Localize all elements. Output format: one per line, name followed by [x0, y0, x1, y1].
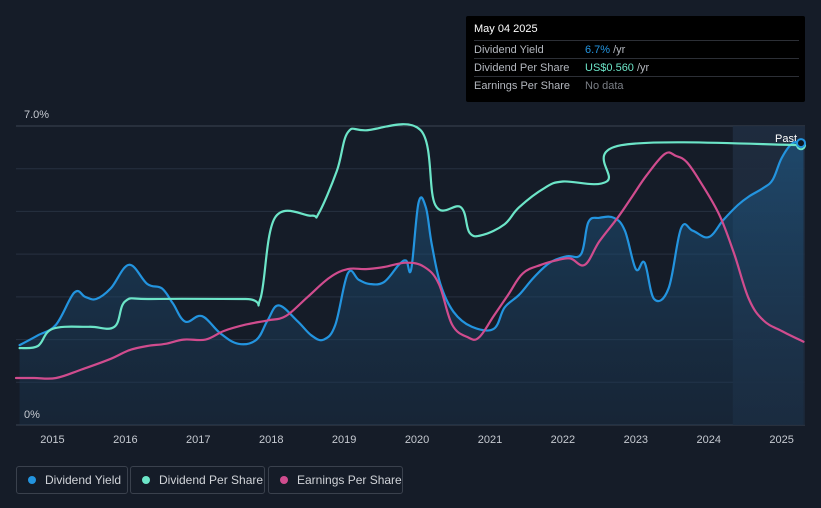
tooltip-value: US$0.560/yr [585, 62, 649, 74]
legend-dot-icon [280, 476, 288, 484]
x-tick-label: 2015 [40, 434, 64, 446]
tooltip-unit: /yr [636, 62, 650, 74]
legend-label: Dividend Yield [45, 473, 122, 487]
tooltip-value: No data [585, 80, 627, 92]
tooltip-unit: /yr [613, 44, 626, 56]
x-tick-label: 2024 [697, 434, 721, 446]
x-tick-label: 2017 [186, 434, 210, 446]
legend-earnings-per-share[interactable]: Earnings Per Share [268, 466, 403, 494]
end-markers [796, 138, 806, 151]
tooltip-value: 6.7%/yr [585, 44, 625, 56]
x-tick-label: 2025 [769, 434, 793, 446]
tooltip-panel: May 04 2025 Dividend Yield 6.7%/yr Divid… [466, 16, 805, 102]
end-marker-yield [796, 138, 806, 149]
past-label: Past [775, 133, 797, 145]
series-line-yield [18, 140, 805, 347]
axis-ticks: 2015 2016 2017 2018 2019 2020 2021 2022 2023 2024… [24, 109, 794, 446]
legend-dot-icon [142, 476, 150, 484]
y-tick-label: 7.0% [24, 109, 49, 121]
tooltip-number: 6.7% [585, 44, 611, 56]
legend-dividend-per-share[interactable]: Dividend Per Share [130, 466, 265, 494]
x-tick-label: 2022 [551, 434, 575, 446]
legend-dividend-yield[interactable]: Dividend Yield [16, 466, 128, 494]
tooltip-number: No data [585, 80, 624, 92]
tooltip-number: US$0.560 [585, 62, 634, 74]
series-lines [14, 123, 807, 380]
x-tick-label: 2016 [113, 434, 137, 446]
tooltip-row-dividend-yield: Dividend Yield 6.7%/yr [474, 40, 799, 58]
tooltip-label: Dividend Yield [474, 44, 544, 56]
series-area-yield [19, 141, 804, 425]
x-tick-label: 2018 [259, 434, 283, 446]
tooltip-row-dividend-per-share: Dividend Per Share US$0.560/yr [474, 58, 799, 76]
tooltip-label: Earnings Per Share [474, 80, 570, 92]
tooltip-row-earnings-per-share: Earnings Per Share No data [474, 76, 799, 94]
x-tick-label: 2020 [405, 434, 429, 446]
series-line-eps [14, 151, 805, 380]
legend-label: Dividend Per Share [159, 473, 264, 487]
x-tick-label: 2021 [478, 434, 502, 446]
legend-dot-icon [28, 476, 36, 484]
x-tick-label: 2023 [624, 434, 648, 446]
y-tick-label: 0% [24, 409, 40, 421]
series-line-dps [18, 123, 807, 350]
yield-area [19, 141, 804, 425]
tooltip-date: May 04 2025 [474, 23, 538, 35]
tooltip-label: Dividend Per Share [474, 62, 570, 74]
x-tick-label: 2019 [332, 434, 356, 446]
legend-label: Earnings Per Share [297, 473, 402, 487]
